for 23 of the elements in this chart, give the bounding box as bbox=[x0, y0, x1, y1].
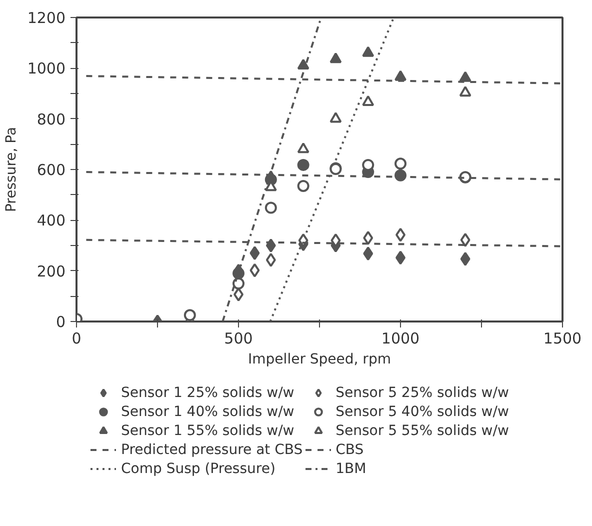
y-tick-label: 800 bbox=[36, 110, 66, 128]
y-tick-label: 1000 bbox=[27, 60, 66, 78]
y-tick-label: 400 bbox=[36, 212, 66, 230]
legend-label: Sensor 5 25% solids w/w bbox=[336, 384, 509, 401]
legend-label: Sensor 1 25% solids w/w bbox=[121, 384, 294, 401]
legend-label: Sensor 5 40% solids w/w bbox=[336, 403, 509, 420]
y-tick-label: 1200 bbox=[27, 9, 66, 27]
x-tick-label: 1000 bbox=[381, 330, 420, 348]
legend-label: CBS bbox=[336, 441, 364, 458]
x-tick-label: 0 bbox=[72, 330, 82, 348]
legend-label: Comp Susp (Pressure) bbox=[121, 460, 276, 477]
y-tick-label: 600 bbox=[36, 161, 66, 179]
legend-label: Predicted pressure at CBS bbox=[121, 441, 303, 458]
legend-label: Sensor 1 55% solids w/w bbox=[121, 422, 294, 439]
legend-label: 1BM bbox=[336, 460, 366, 477]
legend-label: Sensor 5 55% solids w/w bbox=[336, 422, 509, 439]
x-tick-label: 1500 bbox=[543, 330, 582, 348]
y-tick-label: 0 bbox=[56, 313, 66, 331]
legend-label: Sensor 1 40% solids w/w bbox=[121, 403, 294, 420]
y-axis-title: Pressure, Pa bbox=[3, 126, 20, 212]
y-tick-label: 200 bbox=[36, 262, 66, 280]
x-tick-label: 500 bbox=[224, 330, 253, 348]
x-axis-title: Impeller Speed, rpm bbox=[248, 352, 391, 368]
